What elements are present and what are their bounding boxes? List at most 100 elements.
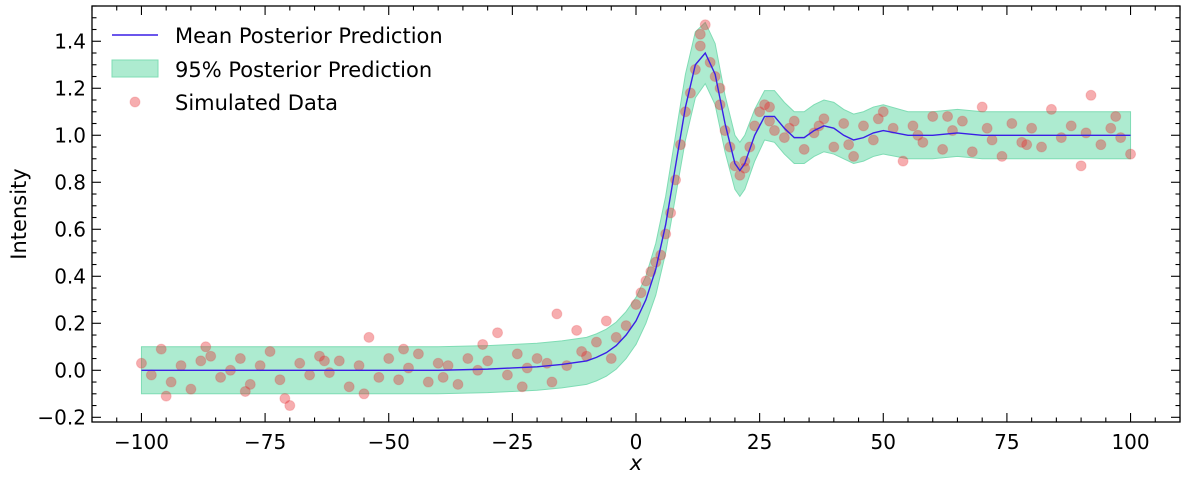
data-point [1115, 132, 1127, 144]
y-tick-label: 1.2 [54, 76, 86, 100]
data-point [165, 376, 177, 388]
data-point [254, 360, 266, 372]
data-point [610, 331, 622, 343]
data-point [907, 120, 919, 132]
y-axis-label: Intensity [7, 168, 31, 259]
data-point [155, 343, 167, 355]
data-point [1045, 103, 1057, 115]
legend-label: 95% Posterior Prediction [175, 58, 432, 82]
legend-band-swatch [111, 59, 159, 78]
x-tick-label: 75 [994, 430, 1019, 454]
data-point [605, 353, 617, 365]
data-point [764, 101, 776, 113]
data-point [937, 143, 949, 155]
data-point [412, 348, 424, 360]
data-point [284, 400, 296, 412]
data-point [838, 118, 850, 130]
data-point [531, 353, 543, 365]
data-point [571, 324, 583, 336]
data-point [160, 390, 172, 402]
data-point [279, 393, 291, 404]
data-point [1055, 132, 1067, 144]
data-point [145, 369, 157, 381]
legend-label: Mean Posterior Prediction [175, 24, 443, 48]
data-point [363, 331, 375, 343]
y-tick-label: 0.4 [54, 264, 86, 288]
y-tick-label: 0.8 [54, 170, 86, 194]
data-point [358, 388, 370, 400]
x-tick-label: −75 [244, 430, 286, 454]
data-point [1105, 122, 1117, 134]
data-point [234, 353, 246, 365]
data-point [739, 155, 751, 167]
data-point [492, 327, 504, 339]
y-tick-label: −0.2 [37, 405, 86, 429]
data-point [576, 345, 588, 357]
data-point [986, 134, 998, 146]
data-point [1021, 139, 1033, 151]
data-point [205, 350, 217, 362]
data-point [857, 120, 869, 132]
data-point [333, 355, 345, 367]
tick-labels-layer: −100 −75 −50 −25 0 25 50 75 100 −0.2 0.0 0.2 0.4 0.6 0… [37, 29, 1149, 454]
data-point [511, 348, 523, 360]
data-point [590, 336, 602, 348]
data-point [917, 136, 929, 148]
y-tick-label: 0.0 [54, 358, 86, 382]
data-point [887, 122, 899, 134]
data-point [927, 110, 939, 122]
data-point [635, 287, 647, 299]
data-point [956, 115, 968, 127]
mean-line [141, 51, 1131, 371]
data-point [546, 376, 558, 388]
data-point [1016, 136, 1028, 148]
data-point [135, 357, 147, 369]
data-point [1006, 118, 1018, 130]
data-point [1036, 141, 1048, 153]
data-point [808, 127, 820, 139]
data-point [1080, 127, 1092, 139]
data-point [788, 115, 800, 127]
data-point [783, 122, 795, 134]
data-point [403, 362, 415, 374]
y-tick-label: 0.2 [54, 311, 86, 335]
data-point [452, 378, 464, 390]
data-point [600, 315, 612, 327]
legend: Mean Posterior Prediction 95% Posterior P… [111, 24, 443, 115]
data-point [442, 360, 454, 372]
data-point [640, 275, 652, 287]
data-point [848, 150, 860, 162]
data-point [294, 357, 306, 369]
data-point [778, 132, 790, 144]
x-tick-label: 25 [747, 430, 772, 454]
data-point [897, 155, 909, 167]
data-point [551, 308, 563, 320]
data-point [764, 115, 776, 127]
data-point [877, 106, 889, 118]
data-point [185, 383, 197, 395]
data-point [477, 338, 489, 350]
data-point [200, 341, 212, 353]
x-tick-label: −100 [114, 430, 169, 454]
legend-scatter-swatch [129, 96, 141, 108]
data-point [798, 143, 810, 155]
data-point [768, 125, 780, 137]
x-tick-label: −25 [491, 430, 533, 454]
data-point [215, 371, 227, 383]
data-point [472, 364, 484, 376]
posterior-band [140, 21, 1132, 395]
data-point [872, 113, 884, 125]
x-tick-label: 50 [871, 430, 896, 454]
data-point [843, 139, 855, 151]
data-point [1026, 122, 1038, 134]
data-point [754, 106, 766, 118]
data-point [343, 381, 355, 393]
x-axis-label: x [629, 451, 643, 475]
data-point [828, 141, 840, 153]
data-point [244, 378, 256, 390]
data-point [630, 298, 642, 310]
data-point [304, 369, 316, 381]
scatter-layer [135, 19, 1137, 412]
data-point [976, 101, 988, 113]
